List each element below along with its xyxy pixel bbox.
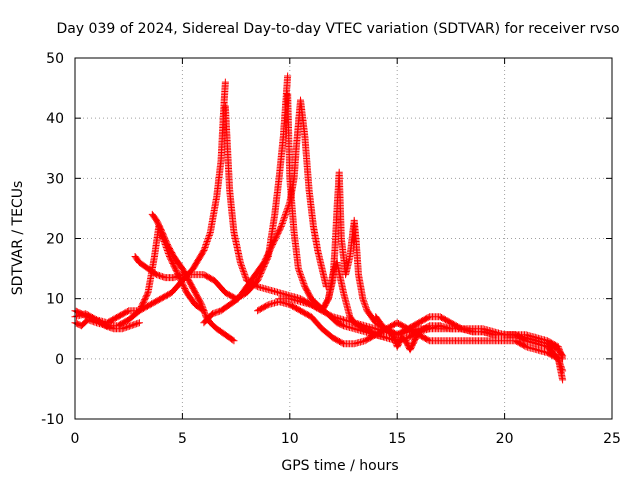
x-tick-label: 10 <box>281 431 299 447</box>
y-tick-label: 20 <box>46 232 64 248</box>
y-tick-label: -10 <box>41 412 64 428</box>
tick-layer: 0 5 10 15 20 25 -10 0 10 20 30 40 50 <box>41 51 621 447</box>
x-tick-label: 0 <box>71 431 80 447</box>
x-tick-label: 20 <box>496 431 514 447</box>
data-series-track-12 <box>372 313 444 354</box>
data-series-track-2 <box>221 102 567 360</box>
x-tick-label: 5 <box>178 431 187 447</box>
x-tick-label: 15 <box>388 431 406 447</box>
data-series-track-4 <box>131 72 292 303</box>
data-point-markers <box>221 102 567 360</box>
data-series-track-9 <box>254 298 567 375</box>
x-tick-label: 25 <box>603 431 621 447</box>
data-series-track-7 <box>318 168 567 384</box>
data-point-markers <box>200 96 330 327</box>
y-tick-label: 40 <box>46 111 64 127</box>
data-layer <box>71 72 567 384</box>
y-tick-label: 0 <box>55 352 64 368</box>
x-axis-label: GPS time / hours <box>281 458 398 474</box>
y-axis-label: SDTVAR / TECUs <box>10 181 26 296</box>
data-point-markers <box>131 72 292 303</box>
data-point-markers <box>318 168 567 384</box>
data-series-track-6 <box>200 96 330 327</box>
chart-title: Day 039 of 2024, Sidereal Day-to-day VTE… <box>56 21 619 37</box>
y-tick-label: 10 <box>46 292 64 308</box>
y-tick-label: 30 <box>46 171 64 187</box>
y-tick-label: 50 <box>46 51 64 67</box>
data-point-markers <box>254 298 567 375</box>
data-point-markers <box>372 313 444 354</box>
